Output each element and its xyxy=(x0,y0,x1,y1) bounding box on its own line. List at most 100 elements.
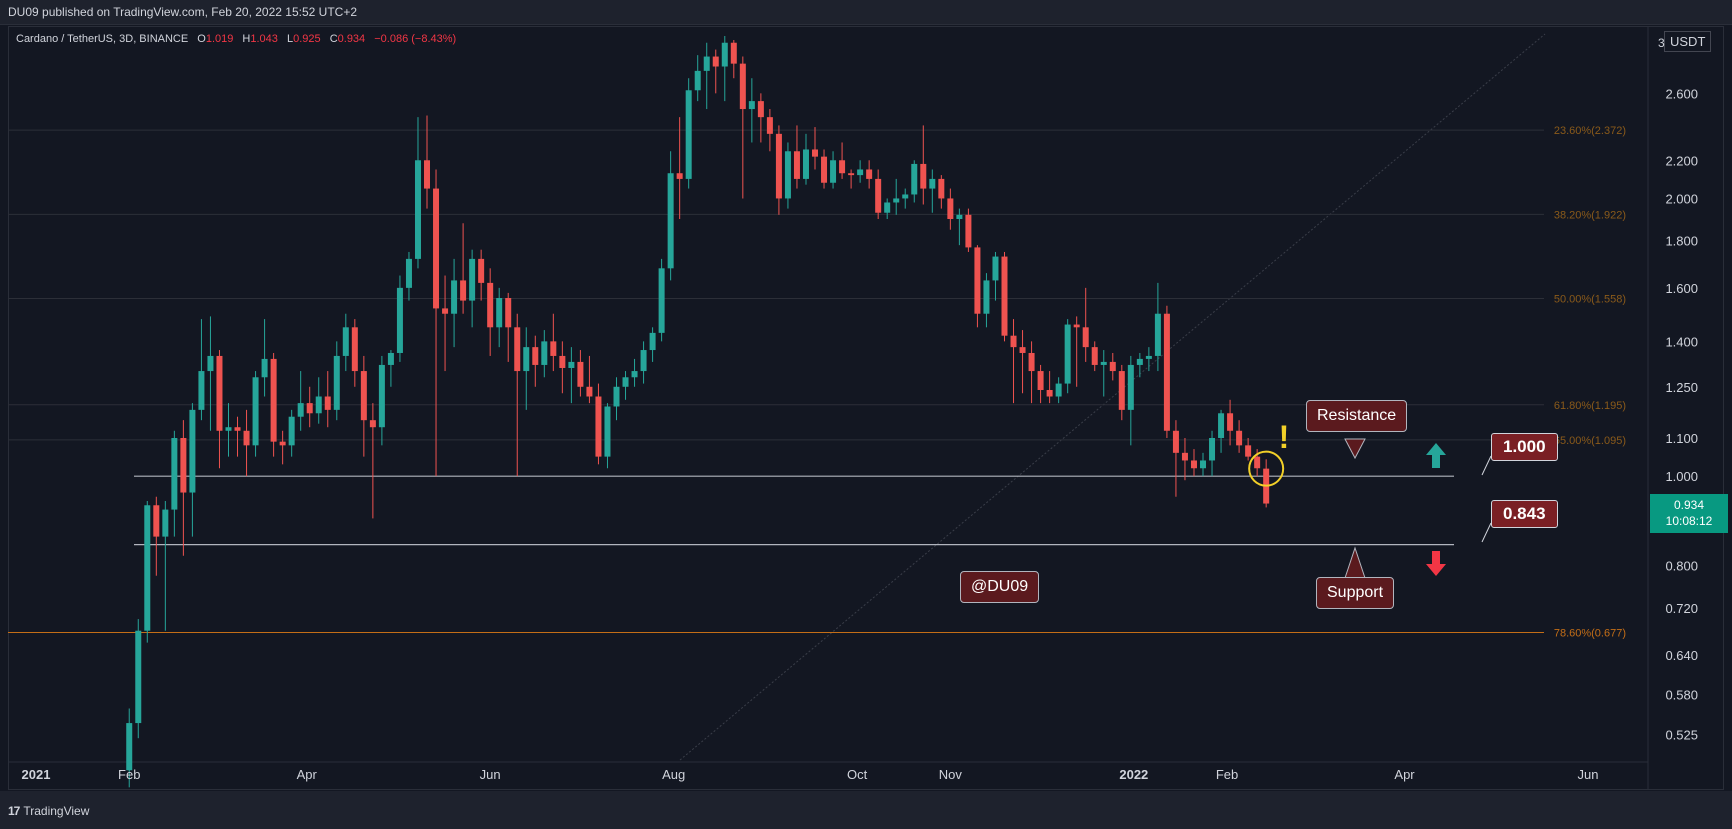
candle-body xyxy=(1010,335,1017,348)
candle-body xyxy=(1181,452,1188,461)
candle-body xyxy=(1019,347,1026,353)
candle-body xyxy=(469,258,476,301)
price-tick-label: 0.580 xyxy=(1665,687,1698,702)
candle-body xyxy=(595,396,602,457)
candle-body xyxy=(1118,371,1125,410)
resistance-pointer xyxy=(1344,438,1366,460)
candle-body xyxy=(1227,413,1234,431)
upper-level-leader xyxy=(1481,455,1492,476)
candle-body xyxy=(902,194,909,199)
support-callout[interactable]: Support xyxy=(1316,577,1395,609)
candle-body xyxy=(1073,324,1080,328)
candle-body xyxy=(1028,352,1035,372)
low-value: 0.925 xyxy=(293,33,321,45)
low-label: L xyxy=(286,33,294,45)
tradingview-mark-icon: 17 xyxy=(8,804,20,818)
candle-body xyxy=(812,149,819,157)
candle-body xyxy=(369,420,376,428)
candle-body xyxy=(135,630,142,724)
candle-body xyxy=(532,347,539,365)
candle-body xyxy=(676,173,683,179)
candle-body xyxy=(703,56,710,71)
candle-body xyxy=(216,355,223,431)
time-tick-label: Feb xyxy=(1216,767,1238,782)
candle-body xyxy=(550,341,557,356)
candle-body xyxy=(333,355,340,410)
last-price-value: 0.934 xyxy=(1673,498,1705,512)
candle-body xyxy=(784,151,791,199)
candle-body xyxy=(126,723,133,771)
candle-body xyxy=(1100,361,1107,365)
candle-body xyxy=(947,198,954,220)
candle-body xyxy=(748,101,755,110)
candle-body xyxy=(712,56,719,67)
candle-body xyxy=(541,341,548,365)
candle-body xyxy=(153,505,160,537)
candle-body xyxy=(974,247,981,314)
candle-body xyxy=(884,202,891,213)
tradingview-logo[interactable]: 17 TradingView xyxy=(8,804,89,818)
upper-level-label[interactable]: 1.000 xyxy=(1491,433,1558,461)
candle-body xyxy=(1200,460,1207,469)
open-label: O xyxy=(197,33,206,45)
candle-body xyxy=(766,117,773,134)
fib-label: 38.20%(1.922) xyxy=(1554,209,1626,221)
candle-body xyxy=(424,160,431,189)
candle-body xyxy=(631,371,638,378)
candle-body xyxy=(496,298,503,328)
candle-body xyxy=(460,280,467,301)
high-value: 1.043 xyxy=(250,33,278,45)
time-tick-label: Jun xyxy=(480,767,501,782)
fib-label: 61.80%(1.195) xyxy=(1554,400,1626,412)
currency-unit-button[interactable]: USDT xyxy=(1664,31,1712,52)
candle-body xyxy=(414,160,421,259)
candle-body xyxy=(1109,361,1116,372)
candle-body xyxy=(1037,371,1044,390)
candle-body xyxy=(622,377,629,387)
candle-body xyxy=(793,151,800,179)
fib-label: 50.00%(1.558) xyxy=(1554,294,1626,306)
candle-body xyxy=(523,347,530,372)
lower-level-label[interactable]: 0.843 xyxy=(1491,500,1558,528)
close-label: C xyxy=(329,33,338,45)
candle-body xyxy=(821,156,828,183)
candle-body xyxy=(189,409,196,493)
resistance-callout[interactable]: Resistance xyxy=(1306,400,1408,432)
candle-body xyxy=(180,437,187,493)
candle-body xyxy=(1245,445,1252,457)
candle-body xyxy=(848,173,855,176)
fib-label: 65.00%(1.095) xyxy=(1554,435,1626,447)
candle-body xyxy=(586,386,593,397)
candle-body xyxy=(956,214,963,220)
price-tick-label: 1.000 xyxy=(1665,469,1698,484)
candle-body xyxy=(658,268,665,333)
symbol-legend: Cardano / TetherUS, 3D, BINANCE O1.019 H… xyxy=(16,33,456,45)
time-tick-label: 2021 xyxy=(22,767,51,782)
high-label: H xyxy=(242,33,251,45)
candle-body xyxy=(685,90,692,179)
time-tick-label: Oct xyxy=(847,767,868,782)
diagonal-trendline xyxy=(679,33,1546,761)
candle-body xyxy=(830,160,837,183)
candle-body xyxy=(568,361,575,368)
candle-body xyxy=(324,396,331,410)
candle-body xyxy=(1046,389,1053,397)
lower-level-leader xyxy=(1481,522,1492,543)
candle-body xyxy=(351,327,358,372)
candle-body xyxy=(360,371,367,421)
candle-body xyxy=(342,327,349,356)
candle-body xyxy=(1236,430,1243,446)
candle-body xyxy=(649,332,656,351)
open-value: 1.019 xyxy=(205,33,234,45)
candle-body xyxy=(1209,437,1216,461)
candle-body xyxy=(1163,313,1170,431)
candle-body xyxy=(396,287,403,353)
candle-body xyxy=(875,178,882,213)
candle-body xyxy=(1145,355,1152,359)
candle-body xyxy=(911,163,918,195)
candle-body xyxy=(775,133,782,199)
author-watermark: @DU09 xyxy=(960,571,1040,603)
time-tick-label: 2022 xyxy=(1119,767,1148,782)
candle-body xyxy=(442,308,449,314)
